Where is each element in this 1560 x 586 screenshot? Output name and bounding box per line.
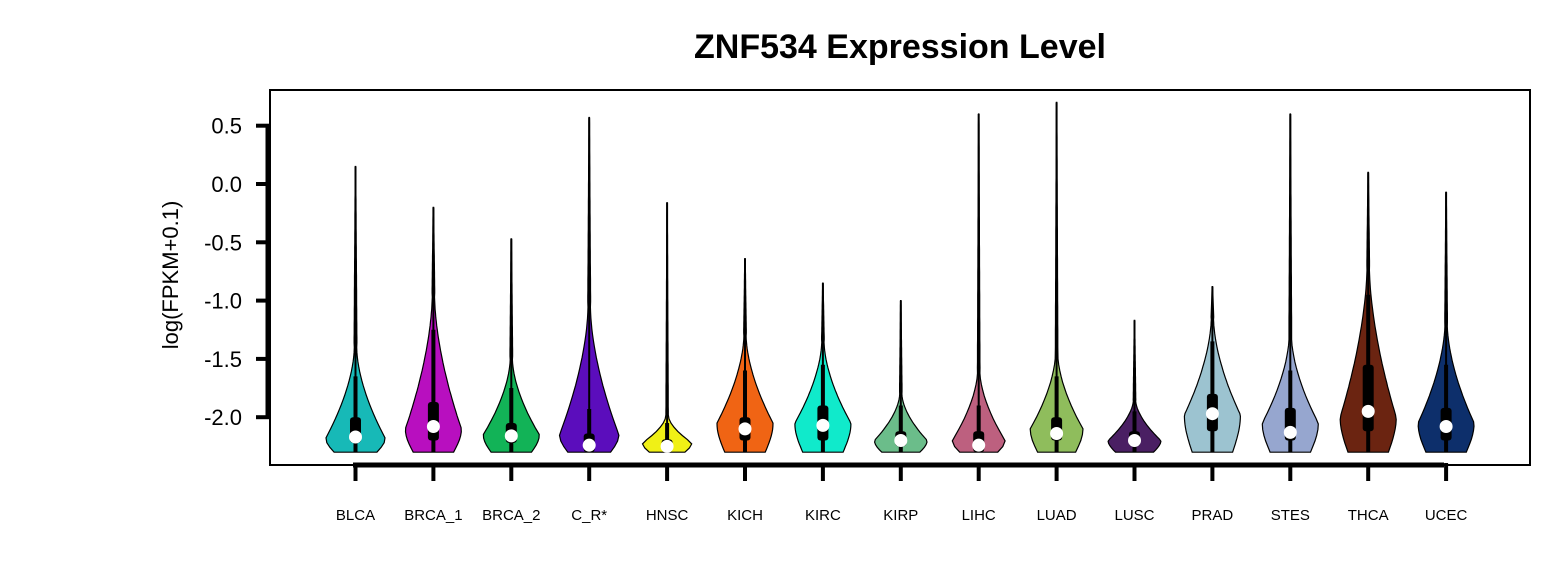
y-tick-label: -1.0	[204, 289, 242, 314]
y-tick-label: -2.0	[204, 405, 242, 430]
violin-stes	[1261, 113, 1319, 453]
y-tick-label: 0.5	[211, 114, 242, 139]
violin-ucec	[1417, 191, 1475, 453]
median-point	[582, 438, 596, 452]
x-tick-label: UCEC	[1425, 507, 1468, 524]
violins	[325, 101, 1475, 453]
violin-lihc	[951, 113, 1006, 453]
y-ticks: 0.5 0.0 -0.5 -1.0 -1.5 -2.0	[204, 114, 270, 430]
x-tick-label: LUSC	[1114, 507, 1154, 524]
median-point	[660, 439, 674, 453]
y-tick-label: -0.5	[204, 230, 242, 255]
x-ticks: BLCA BRCA_1 BRCA_2 C_R* HNSC KICH KIRC KIRP LIHC…	[336, 463, 1468, 524]
violin-kirc	[794, 282, 852, 453]
median-point	[349, 430, 362, 444]
median-point	[738, 422, 752, 436]
median-point	[1050, 427, 1064, 441]
y-axis-label: log(FPKM+0.1)	[158, 201, 183, 350]
median-point	[504, 429, 518, 443]
median-point	[816, 418, 830, 432]
violin-brca-1	[404, 206, 462, 453]
x-tick-label: BRCA_1	[404, 507, 462, 524]
x-tick-label: PRAD	[1192, 507, 1234, 524]
x-tick-label: KIRC	[805, 507, 841, 524]
median-point	[426, 420, 440, 434]
violin-thca	[1339, 171, 1397, 453]
violin-prad	[1183, 286, 1242, 453]
x-tick-label: THCA	[1348, 507, 1389, 524]
x-tick-label: BRCA_2	[482, 507, 540, 524]
x-tick-label: LUAD	[1037, 507, 1077, 524]
violin-brca-2	[482, 238, 540, 453]
median-point	[1439, 420, 1453, 434]
median-point	[1205, 407, 1219, 421]
x-tick-label: KICH	[727, 507, 763, 524]
chart-title: ZNF534 Expression Level	[694, 28, 1106, 66]
x-tick-label: C_R*	[571, 507, 607, 524]
violin-blca	[325, 165, 386, 453]
x-tick-label: KIRP	[883, 507, 918, 524]
y-tick-label: 0.0	[211, 172, 242, 197]
median-point	[1283, 425, 1297, 439]
y-tick-label: -1.5	[204, 347, 242, 372]
violin-kirp	[873, 300, 928, 453]
violin-luad	[1029, 101, 1084, 453]
x-tick-label: STES	[1271, 507, 1310, 524]
median-point	[1128, 434, 1141, 448]
median-point	[1361, 404, 1375, 418]
violin-kich	[716, 258, 774, 453]
x-tick-label: LIHC	[962, 507, 996, 524]
violin-hnsc	[641, 202, 693, 453]
median-point	[972, 438, 986, 452]
violin-c-r-	[558, 116, 620, 453]
x-tick-label: BLCA	[336, 507, 375, 524]
violin-lusc	[1107, 319, 1162, 453]
x-tick-label: HNSC	[646, 507, 689, 524]
median-point	[894, 434, 908, 448]
iqr-box	[1362, 364, 1374, 432]
